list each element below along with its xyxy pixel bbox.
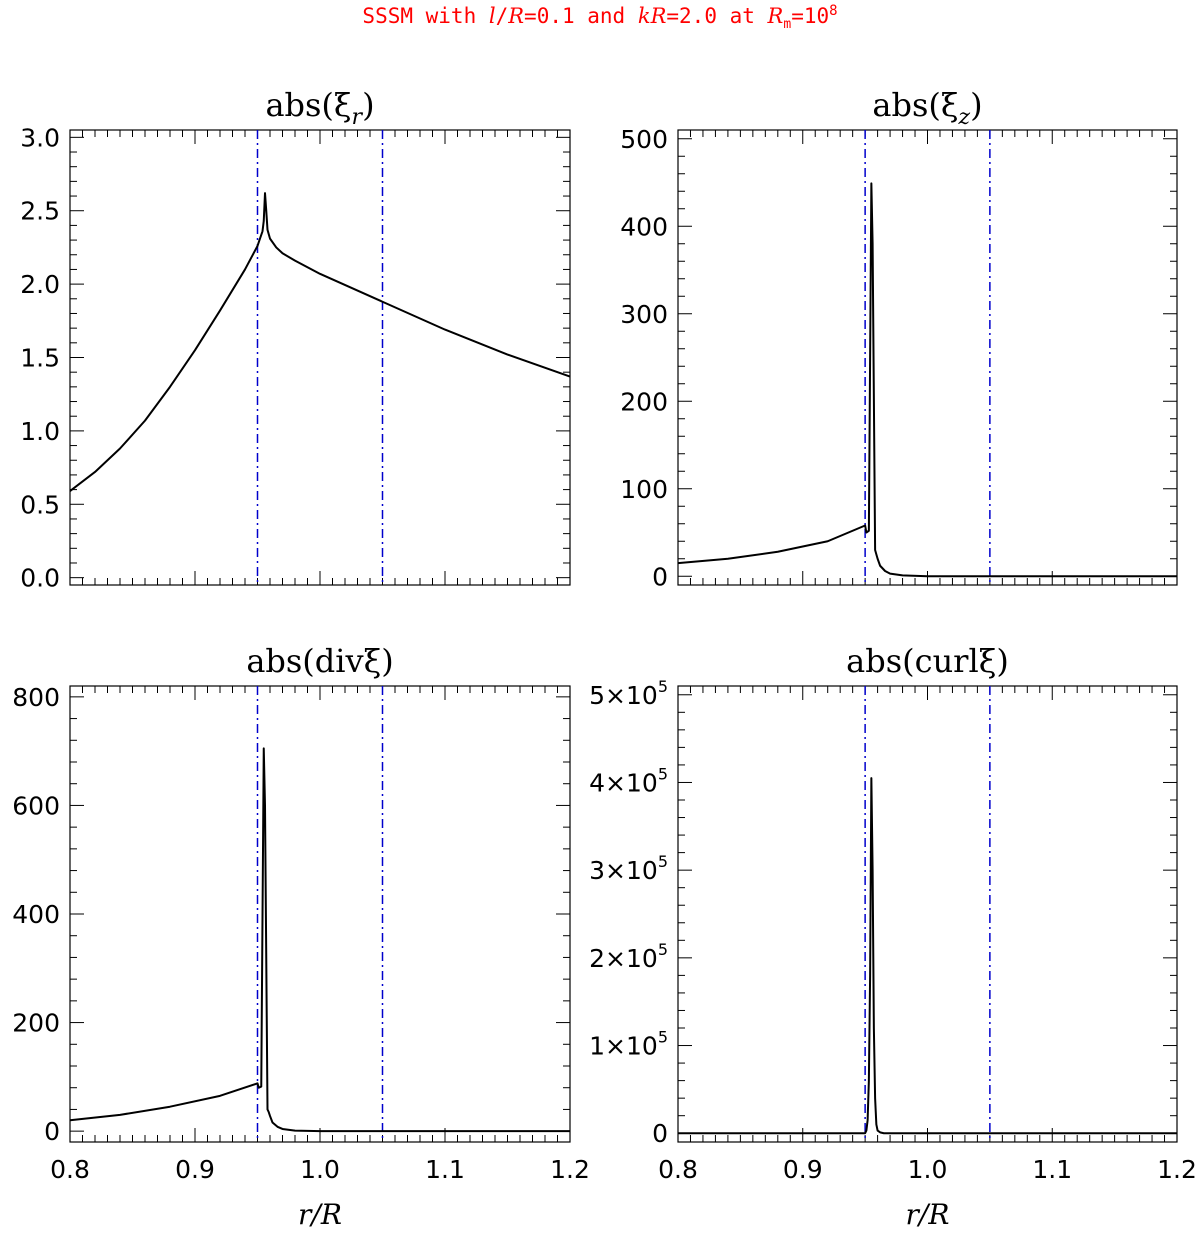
y-tick-label: 1.5: [20, 344, 60, 373]
panel-4: abs(curlξ) 0.8 0.9 1.0 1.1 1.2 0 1×105 2×105 3×10…: [589, 642, 1197, 1231]
y-tick-label: 0: [44, 1117, 60, 1146]
data-curve: [69, 747, 570, 1133]
y-tick-label: 5×105: [589, 677, 668, 710]
y-tick-label: 1.0: [20, 417, 60, 446]
x-tick-label: 1.1: [1032, 1155, 1072, 1184]
y-tick-label: 400: [620, 212, 668, 241]
y-tick-label: 0.5: [20, 490, 60, 519]
y-tick-label: 2×105: [589, 940, 668, 973]
y-tick-label: 0: [652, 562, 668, 591]
y-tick-label: 0: [652, 1119, 668, 1148]
x-tick-label: 1.0: [908, 1155, 948, 1184]
y-tick-label: 2.0: [20, 270, 60, 299]
panel-2: abs(ξz) 0 100 200 300 400 500: [620, 86, 1178, 591]
plot-frame: [677, 129, 1178, 586]
x-axis-label: r/R: [298, 1198, 342, 1231]
y-tick-label: 200: [620, 387, 668, 416]
data-curve: [678, 777, 1177, 1135]
plot-frame: [69, 129, 571, 586]
y-tick-label: 800: [12, 683, 60, 712]
x-tick-label: 0.9: [783, 1155, 823, 1184]
plot-frame: [677, 685, 1178, 1143]
panel-title: abs(ξz): [872, 86, 982, 130]
x-tick-label: 1.0: [300, 1155, 340, 1184]
y-tick-label: 600: [12, 791, 60, 820]
panel-title: abs(ξr): [265, 86, 374, 130]
x-axis-label: r/R: [906, 1198, 950, 1231]
data-curve: [69, 192, 571, 492]
y-tick-label: 100: [620, 475, 668, 504]
x-tick-label: 0.9: [175, 1155, 215, 1184]
panel-title: abs(divξ): [246, 642, 393, 680]
y-tick-label: 200: [12, 1009, 60, 1038]
panel-title: abs(curlξ): [846, 642, 1009, 680]
y-tick-label: 300: [620, 300, 668, 329]
figure-title: SSSM with l/R=0.1 and kR=2.0 at Rm=108: [362, 3, 838, 33]
x-tick-label: 1.1: [425, 1155, 465, 1184]
y-tick-label: 500: [620, 125, 668, 154]
panel-3: abs(divξ) 0.8 0.9 1.0 1.1 1.2 0 200 400 600 800 r/R: [12, 642, 590, 1231]
y-tick-label: 4×105: [589, 764, 668, 797]
plot-frame: [69, 685, 571, 1143]
y-tick-label: 3.0: [20, 123, 60, 152]
y-tick-label: 3×105: [589, 852, 668, 885]
y-tick-label: 400: [12, 900, 60, 929]
y-tick-label: 2.5: [20, 197, 60, 226]
y-tick-label: 0.0: [20, 564, 60, 593]
x-tick-label: 0.8: [658, 1155, 698, 1184]
y-tick-label: 1×105: [589, 1028, 668, 1061]
x-tick-label: 0.8: [50, 1155, 90, 1184]
panel-1: abs(ξr) 0.0 0.5 1.0 1.5 2.0 2.5 3.0: [20, 86, 571, 593]
data-curve: [677, 182, 1177, 578]
x-tick-label: 1.2: [550, 1155, 590, 1184]
x-tick-label: 1.2: [1157, 1155, 1197, 1184]
